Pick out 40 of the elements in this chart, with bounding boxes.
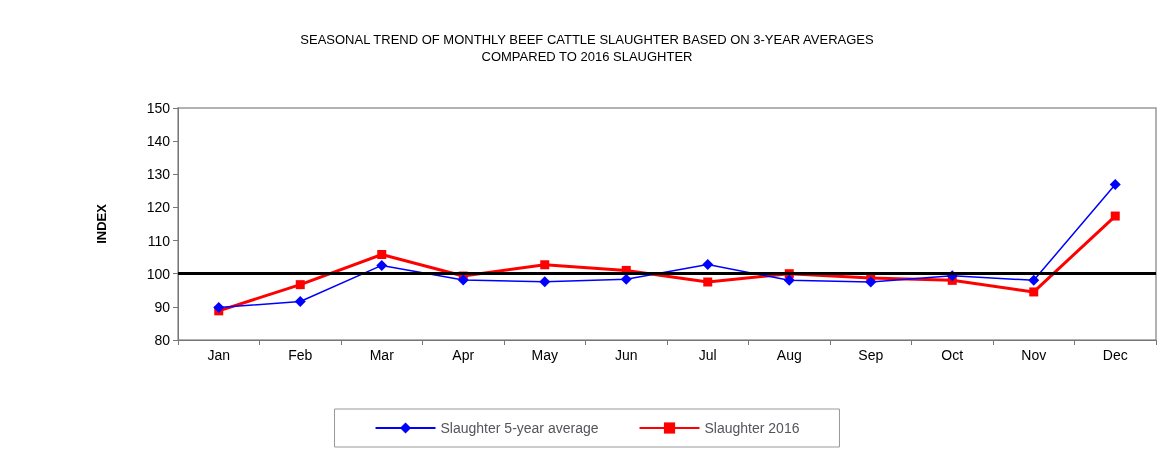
x-tick-label: Aug	[776, 347, 802, 363]
x-tick-label: Jan	[207, 347, 231, 363]
point	[213, 302, 225, 314]
y-tick-label: 100	[146, 265, 171, 282]
chart-title: SEASONAL TREND OF MONTHLY BEEF CATTLE SLAUGHTER BASED ON 3-YEAR AVERAGES COMPARED TO 2016 SLAUGHTER	[300, 32, 874, 64]
y-tick-label: 150	[146, 100, 171, 116]
x-tick-label: Mar	[369, 347, 395, 363]
point	[457, 274, 469, 286]
y-tick-label: 90	[154, 298, 171, 315]
point	[540, 260, 550, 270]
x-tick-label: Jun	[614, 347, 638, 363]
x-tick-label: Feb	[288, 347, 313, 363]
x-tick-label: Sep	[858, 347, 884, 363]
legend-label: Slaughter 5-year average	[440, 420, 599, 436]
point	[1029, 287, 1039, 297]
point	[1028, 274, 1040, 286]
legend-label: Slaughter 2016	[704, 420, 800, 436]
x-tick-label: Oct	[941, 347, 964, 363]
y-tick-label: 120	[146, 199, 171, 216]
y-axis-title: INDEX	[94, 203, 109, 244]
point	[295, 280, 305, 290]
point	[294, 296, 306, 308]
point	[539, 276, 551, 288]
x-tick-label: May	[531, 347, 558, 363]
y-tick-label: 80	[154, 332, 171, 348]
point	[783, 274, 795, 286]
point	[377, 249, 387, 259]
x-tick-label: Jul	[698, 347, 717, 363]
point	[1109, 179, 1121, 191]
x-tick-label: Nov	[1021, 347, 1047, 363]
point	[865, 276, 877, 288]
point	[1110, 211, 1120, 221]
y-tick-label: 110	[147, 232, 171, 249]
point	[376, 259, 388, 271]
point	[702, 258, 714, 270]
point	[703, 277, 713, 287]
y-tick-label: 130	[146, 166, 171, 183]
x-tick-label: Apr	[452, 347, 475, 363]
y-tick-label: 140	[146, 133, 171, 150]
x-tick-label: Dec	[1102, 347, 1128, 363]
